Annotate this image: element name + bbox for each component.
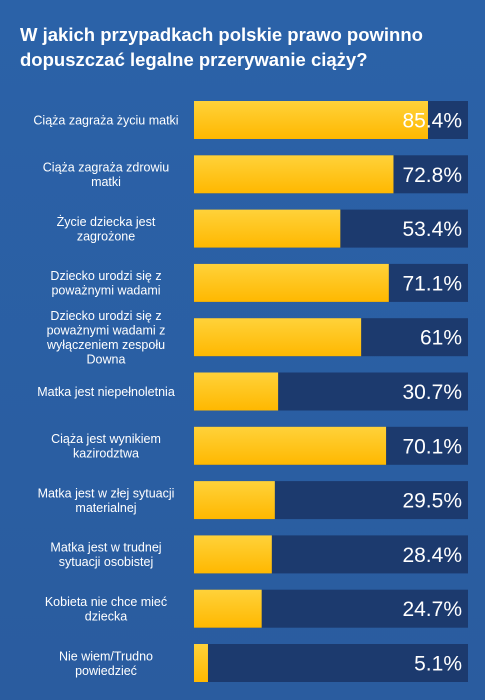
category-label: matki bbox=[91, 175, 121, 189]
data-label: 71.1% bbox=[402, 272, 462, 295]
data-label: 70.1% bbox=[402, 435, 462, 458]
data-label: 29.5% bbox=[402, 490, 462, 513]
bar bbox=[194, 589, 262, 628]
chart-title: W jakich przypadkach polskie prawo powin… bbox=[20, 24, 423, 70]
bar bbox=[194, 263, 389, 302]
data-label: 30.7% bbox=[402, 381, 462, 404]
category-label: Ciąża zagraża życiu matki bbox=[33, 114, 178, 128]
category-label: sytuacji osobistej bbox=[59, 555, 154, 569]
category-label: poważnymi wadami bbox=[51, 284, 160, 298]
category-label: kazirodztwa bbox=[73, 447, 139, 461]
bar bbox=[194, 101, 428, 139]
category-label: Dziecko urodzi się z bbox=[50, 269, 161, 283]
bar bbox=[194, 318, 362, 357]
data-label: 24.7% bbox=[402, 598, 462, 621]
data-label: 28.4% bbox=[402, 544, 462, 567]
category-label: dziecka bbox=[85, 609, 127, 623]
category-label: zagrożone bbox=[77, 229, 135, 243]
data-label: 85.4% bbox=[402, 110, 462, 133]
bars-layer: 85.4% Ciąża zagraża życiu matki 72.8% Ciąża… bbox=[33, 101, 468, 682]
bar bbox=[194, 535, 272, 574]
bar bbox=[194, 209, 341, 248]
bar bbox=[194, 155, 394, 194]
bar-track bbox=[194, 644, 468, 682]
data-label: 5.1% bbox=[414, 653, 462, 676]
data-label: 61% bbox=[420, 327, 462, 350]
bar bbox=[194, 372, 279, 411]
category-label: poważnymi wadami z bbox=[47, 323, 166, 337]
category-label: Downa bbox=[87, 352, 126, 366]
category-label: Ciąża zagraża zdrowiu bbox=[43, 161, 169, 175]
bar bbox=[194, 426, 387, 465]
category-label: wyłączeniem zespołu bbox=[46, 338, 165, 352]
data-label: 72.8% bbox=[402, 164, 462, 187]
category-label: Matka jest w trudnej bbox=[50, 541, 161, 555]
data-label: 53.4% bbox=[402, 218, 462, 241]
category-label: Matka jest niepełnoletnia bbox=[37, 385, 175, 399]
category-label: Matka jest w złej sytuacji bbox=[38, 486, 175, 500]
category-label: Życie dziecka jest bbox=[57, 215, 156, 229]
category-label: Dziecko urodzi się z bbox=[50, 309, 161, 323]
bar bbox=[194, 481, 275, 520]
bar bbox=[194, 644, 208, 682]
category-label: Ciąża jest wynikiem bbox=[51, 432, 161, 446]
category-label: Kobieta nie chce mieć bbox=[45, 595, 167, 609]
category-label: materialnej bbox=[75, 501, 136, 515]
category-label: powiedzieć bbox=[75, 664, 137, 678]
category-label: Nie wiem/Trudno bbox=[59, 649, 153, 663]
